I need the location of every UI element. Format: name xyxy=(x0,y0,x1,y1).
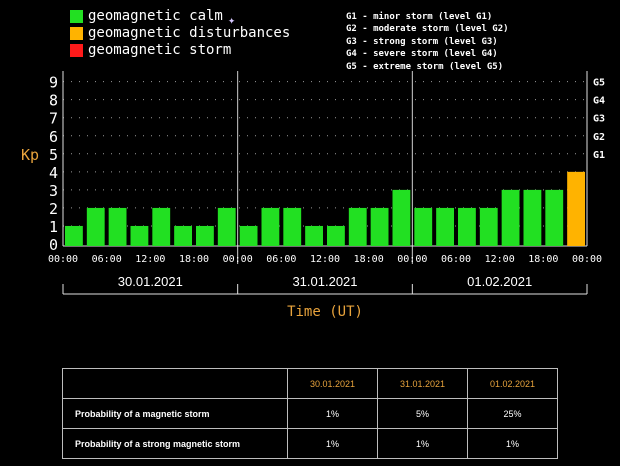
table-cell: 1% xyxy=(377,428,468,459)
table-cell: 1% xyxy=(287,398,378,429)
bar xyxy=(327,225,345,246)
legend: geomagnetic calm geomagnetic disturbance… xyxy=(70,8,290,59)
storm-probability-table: 30.01.2021 31.01.2021 01.02.2021 Probabi… xyxy=(62,368,558,459)
bar xyxy=(523,189,542,246)
g-scale-label: G3 xyxy=(593,114,605,125)
x-tick-label: 12:00 xyxy=(310,254,340,265)
legend-swatch-storm xyxy=(70,44,83,57)
bar xyxy=(458,207,476,246)
bar xyxy=(152,207,171,246)
bar xyxy=(305,225,323,246)
bar xyxy=(414,207,433,246)
table-row: Probability of a magnetic storm 1% 5% 25… xyxy=(62,398,558,429)
bar xyxy=(261,207,280,246)
table-header-day: 31.01.2021 xyxy=(377,368,468,399)
bar xyxy=(545,189,564,246)
y-tick-label: 0 xyxy=(49,236,58,254)
table-header-blank xyxy=(62,368,288,399)
x-tick-label: 18:00 xyxy=(354,254,384,265)
x-tick-label: 06:00 xyxy=(92,254,122,265)
y-tick-label: 3 xyxy=(49,182,58,200)
table-header-day: 01.02.2021 xyxy=(467,368,558,399)
x-tick-label: 00:00 xyxy=(572,254,602,265)
x-tick-label: 00:00 xyxy=(48,254,78,265)
bar xyxy=(348,207,367,246)
bar xyxy=(65,225,83,246)
y-tick-label: 7 xyxy=(49,110,58,128)
g-scale-label: G5 xyxy=(593,78,605,89)
bar xyxy=(436,207,454,246)
g-scale-label: G1 xyxy=(593,150,605,161)
bar xyxy=(239,225,258,246)
y-tick-label: 5 xyxy=(49,146,58,164)
row-label: Probability of a magnetic storm xyxy=(62,398,288,429)
table-header-day: 30.01.2021 xyxy=(287,368,378,399)
y-tick-label: 9 xyxy=(49,74,58,92)
scale-item-g5: G5 - extreme storm (level G5) xyxy=(346,61,504,72)
legend-label-disturbances: geomagnetic disturbances xyxy=(88,25,291,41)
scale-item-g2: G2 - moderate storm (level G2) xyxy=(346,24,509,35)
scale-item-g3: G3 - strong storm (level G3) xyxy=(346,36,498,47)
legend-swatch-disturbances xyxy=(70,27,83,40)
bar xyxy=(479,207,498,246)
table-header-row: 30.01.2021 31.01.2021 01.02.2021 xyxy=(62,368,558,399)
bar xyxy=(283,207,302,246)
table-cell: 1% xyxy=(467,428,558,459)
bar xyxy=(370,207,389,246)
scale-item-g4: G4 - severe storm (level G4) xyxy=(346,49,498,60)
y-tick-label: 4 xyxy=(49,164,58,182)
x-tick-label: 18:00 xyxy=(179,254,209,265)
y-tick-label: 6 xyxy=(49,128,58,146)
bar xyxy=(174,225,192,246)
legend-item-storm: geomagnetic storm xyxy=(70,42,290,59)
day-label: 01.02.2021 xyxy=(467,274,532,289)
legend-label-calm: geomagnetic calm xyxy=(88,8,223,24)
x-tick-label: 00:00 xyxy=(223,254,253,265)
bar xyxy=(86,207,105,246)
bar xyxy=(196,225,214,246)
g-scale-label: G4 xyxy=(593,96,605,107)
bar xyxy=(501,189,520,246)
x-tick-label: 06:00 xyxy=(266,254,296,265)
legend-swatch-calm xyxy=(70,10,83,23)
x-tick-label: 12:00 xyxy=(485,254,515,265)
x-axis-label: Time (UT) xyxy=(287,304,363,320)
y-tick-label: 1 xyxy=(49,218,58,236)
legend-item-disturbances: geomagnetic disturbances xyxy=(70,25,290,42)
x-tick-label: 12:00 xyxy=(135,254,165,265)
row-label: Probability of a strong magnetic storm xyxy=(62,428,288,459)
bar xyxy=(392,189,411,246)
y-tick-label: 2 xyxy=(49,200,58,218)
bar xyxy=(567,171,585,246)
storm-scale-list: G1 - minor storm (level G1) G2 - moderat… xyxy=(346,11,509,73)
scale-item-g1: G1 - minor storm (level G1) xyxy=(346,12,493,22)
bar xyxy=(108,207,127,246)
x-tick-label: 00:00 xyxy=(397,254,427,265)
sparkle-icon: ✦ xyxy=(228,13,236,27)
bar xyxy=(217,207,236,246)
day-label: 31.01.2021 xyxy=(292,274,357,289)
day-label: 30.01.2021 xyxy=(118,274,183,289)
table-cell: 25% xyxy=(467,398,558,429)
table-cell: 5% xyxy=(377,398,468,429)
legend-item-calm: geomagnetic calm xyxy=(70,8,290,25)
g-scale-label: G2 xyxy=(593,132,605,143)
x-tick-label: 06:00 xyxy=(441,254,471,265)
x-tick-label: 18:00 xyxy=(528,254,558,265)
legend-label-storm: geomagnetic storm xyxy=(88,42,232,58)
table-cell: 1% xyxy=(287,428,378,459)
bar xyxy=(130,225,149,246)
y-tick-label: 8 xyxy=(49,92,58,110)
y-axis-label: Kp xyxy=(21,146,39,164)
table-row: Probability of a strong magnetic storm 1… xyxy=(62,428,558,459)
